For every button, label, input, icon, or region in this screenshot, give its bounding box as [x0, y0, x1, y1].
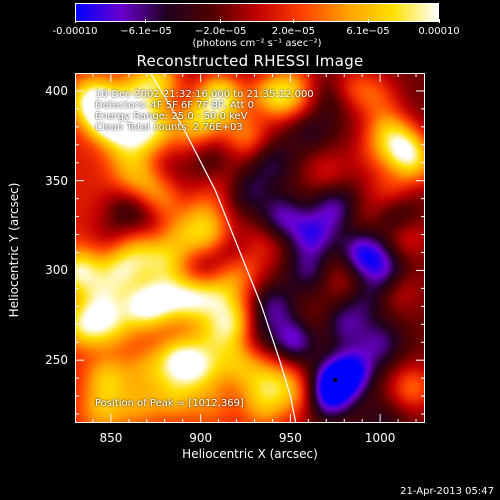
info-energy-range: Energy Range: 25.0 - 50.0 keV — [95, 111, 248, 122]
y-tick-label: 250 — [45, 353, 68, 368]
heatmap-image — [75, 73, 425, 423]
info-time-range: 10-Dec-2002 21:32:16.000 to 21:35:12.000 — [95, 89, 314, 100]
x-tick-label: 850 — [99, 431, 123, 445]
colorbar-tick-label: −2.0e−05 — [194, 26, 247, 37]
colorbar — [75, 3, 439, 22]
plot-frame — [75, 73, 425, 423]
timestamp: 21-Apr-2013 05:47 — [400, 486, 494, 497]
colorbar-tick-label: -0.00010 — [52, 26, 98, 37]
colorbar-tick — [145, 19, 147, 23]
colorbar-tick — [220, 19, 222, 23]
x-axis-label: Heliocentric X (arcsec) — [182, 447, 318, 461]
colorbar-tick — [74, 19, 76, 23]
y-tick-label: 350 — [45, 173, 68, 188]
colorbar-tick-label: 0.00010 — [418, 26, 460, 37]
plot-overlay — [75, 73, 425, 423]
limb-curve — [149, 73, 297, 423]
y-axis-label: Heliocentric Y (arcsec) — [7, 182, 21, 318]
colorbar-tick — [367, 19, 369, 23]
y-tick-label: 400 — [45, 83, 68, 98]
x-tick-label: 950 — [278, 431, 302, 445]
info-total-counts: Clean Total counts: 2.76E+03 — [95, 122, 243, 133]
dark-marker — [333, 377, 338, 382]
y-tick-label: 300 — [45, 263, 68, 278]
colorbar-tick — [292, 19, 294, 23]
plot-title: Reconstructed RHESSI Image — [136, 52, 364, 70]
colorbar-units: (photons cm⁻² s⁻¹ asec⁻²) — [192, 38, 322, 49]
info-detectors: Detectors: 4F 5F 6F 7F 8F, Att 0 — [95, 100, 255, 111]
x-tick-label: 900 — [189, 431, 213, 445]
x-tick-label: 1000 — [364, 431, 396, 445]
colorbar-tick-label: −6.1e−05 — [120, 26, 172, 37]
peak-position: Position of Peak = [1012,369] — [95, 398, 244, 409]
colorbar-tick-label: 6.1e−05 — [346, 26, 390, 37]
colorbar-tick — [438, 19, 440, 23]
heatmap-plot-area — [75, 73, 425, 423]
colorbar-tick-label: 2.0e−05 — [271, 26, 315, 37]
